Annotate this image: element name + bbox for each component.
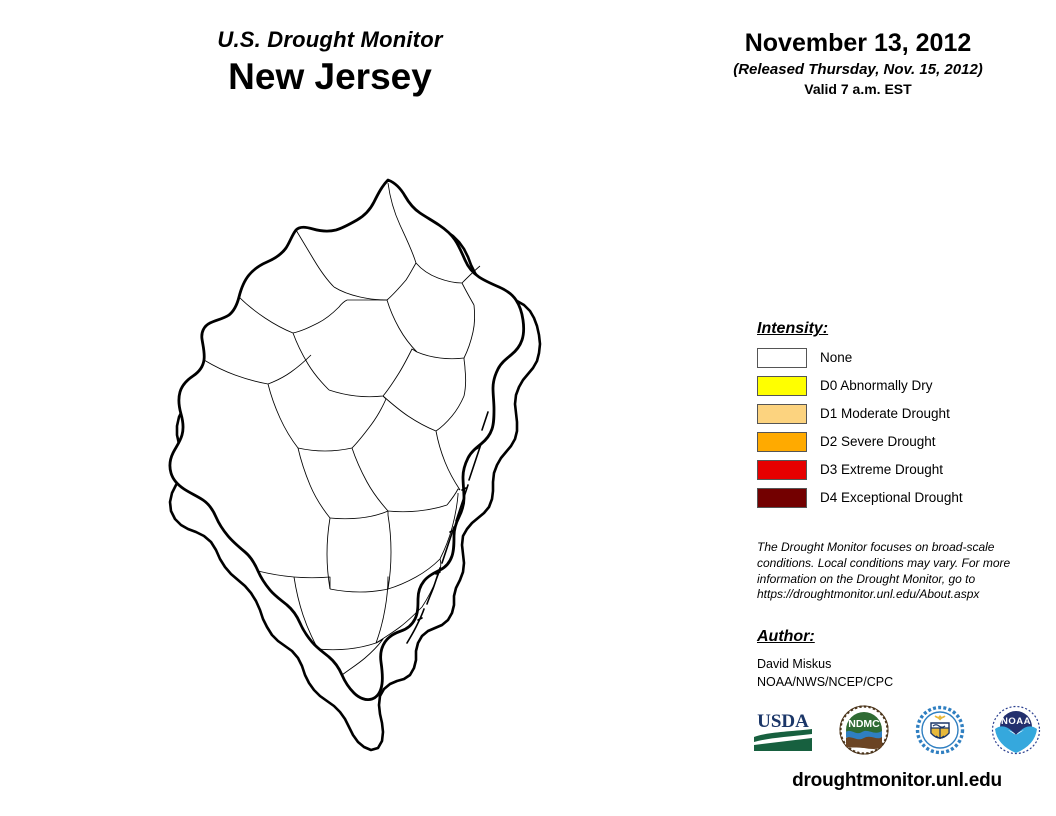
program-title: U.S. Drought Monitor <box>217 27 443 52</box>
noaa-logo[interactable]: NOAA <box>990 705 1042 760</box>
legend-label-none: None <box>820 350 853 366</box>
svg-text:USDA: USDA <box>757 711 809 732</box>
author-affiliation: NOAA/NWS/NCEP/CPC <box>757 675 894 690</box>
footer-url[interactable]: droughtmonitor.unl.edu <box>792 770 1002 791</box>
legend-swatch-none <box>757 348 807 368</box>
legend-item-d0[interactable]: D0 Abnormally Dry <box>757 375 1037 397</box>
valid-date: November 13, 2012 <box>744 29 972 57</box>
legend-item-none[interactable]: None <box>757 347 1037 369</box>
logo-row: USDA NDMC <box>752 703 1042 761</box>
legend-label-d1: D1 Moderate Drought <box>820 406 950 422</box>
title-block: U.S. Drought Monitor New Jersey <box>0 27 660 99</box>
legend-title: Intensity: <box>757 320 829 337</box>
coastal-detail <box>406 408 495 644</box>
svg-text:NOAA: NOAA <box>1001 716 1031 727</box>
legend-item-d3[interactable]: D3 Extreme Drought <box>757 459 1037 481</box>
legend-item-d1[interactable]: D1 Moderate Drought <box>757 403 1037 425</box>
disclaimer-text: The Drought Monitor focuses on broad-sca… <box>757 540 1011 602</box>
author-block: Author: David Miskus NOAA/NWS/NCEP/CPC <box>757 628 1037 691</box>
state-title: New Jersey <box>228 56 432 98</box>
usda-seal-logo[interactable] <box>915 705 965 760</box>
drought-map[interactable] <box>150 150 670 770</box>
legend-swatch-d2 <box>757 432 807 452</box>
legend-label-d3: D3 Extreme Drought <box>820 462 944 478</box>
date-block: November 13, 2012 (Released Thursday, No… <box>660 29 1056 97</box>
valid-time: Valid 7 a.m. EST <box>804 81 912 97</box>
ndmc-logo[interactable]: NDMC <box>839 704 889 760</box>
author-title: Author: <box>757 628 815 645</box>
legend-label-d2: D2 Severe Drought <box>820 434 936 450</box>
legend-label-d4: D4 Exceptional Drought <box>820 490 963 506</box>
legend-swatch-d3 <box>757 460 807 480</box>
release-date: (Released Thursday, Nov. 15, 2012) <box>733 60 983 78</box>
usda-logo[interactable]: USDA <box>752 706 814 758</box>
legend-swatch-d4 <box>757 488 807 508</box>
legend-item-d4[interactable]: D4 Exceptional Drought <box>757 487 1037 509</box>
legend-item-d2[interactable]: D2 Severe Drought <box>757 431 1037 453</box>
author-name: David Miskus <box>757 657 832 671</box>
legend-swatch-d1 <box>757 404 807 424</box>
county-boundaries <box>203 182 481 676</box>
svg-text:NDMC: NDMC <box>849 718 881 730</box>
map-shape-group <box>168 178 526 702</box>
new-jersey-state-shape <box>168 178 526 702</box>
legend-label-d0: D0 Abnormally Dry <box>820 378 933 394</box>
legend: Intensity: None D0 Abnormally Dry D1 Mod… <box>757 320 1037 515</box>
legend-swatch-d0 <box>757 376 807 396</box>
